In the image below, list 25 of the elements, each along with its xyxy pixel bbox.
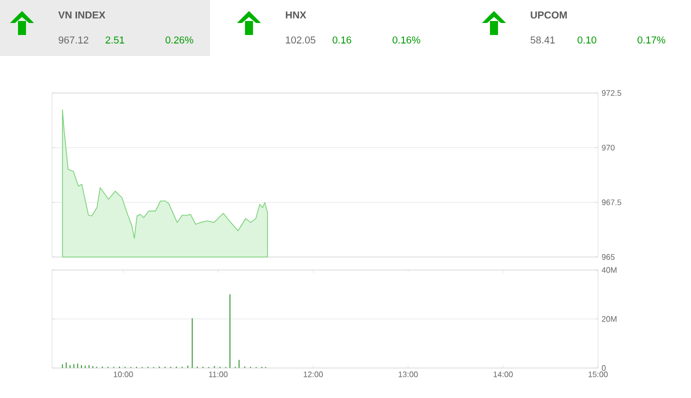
x-tick-label: 14:00 [494,372,513,378]
text: 102.05 [286,36,316,44]
text: HNX [286,12,306,18]
text: 2.51 [106,36,124,44]
x-tick-label: 11:00 [209,372,228,378]
y-tick-label: 20M [602,316,616,322]
text: 967.12 [58,36,88,44]
x-tick-label: 15:00 [588,372,608,378]
text: 0.16 [332,36,352,44]
text: 0.26% [166,36,194,44]
y-tick-label: 970 [602,144,615,150]
y-tick-label: 40M [602,267,616,273]
text: VN INDEX [58,12,106,18]
y-tick-label: 972.5 [602,90,622,96]
text: 0.17% [638,36,666,44]
y-tick-label: 967.5 [602,200,622,206]
text: UPCOM [530,11,567,19]
x-tick-label: 10:00 [114,372,133,378]
x-tick-label: 13:00 [398,372,418,378]
y-tick-label: 0 [602,365,606,371]
text: 0.16% [392,36,420,44]
y-tick-label: 965 [602,254,615,260]
text: 0.10 [578,36,596,44]
text: 58.41 [530,36,555,44]
x-tick-label: 12:00 [304,372,323,378]
